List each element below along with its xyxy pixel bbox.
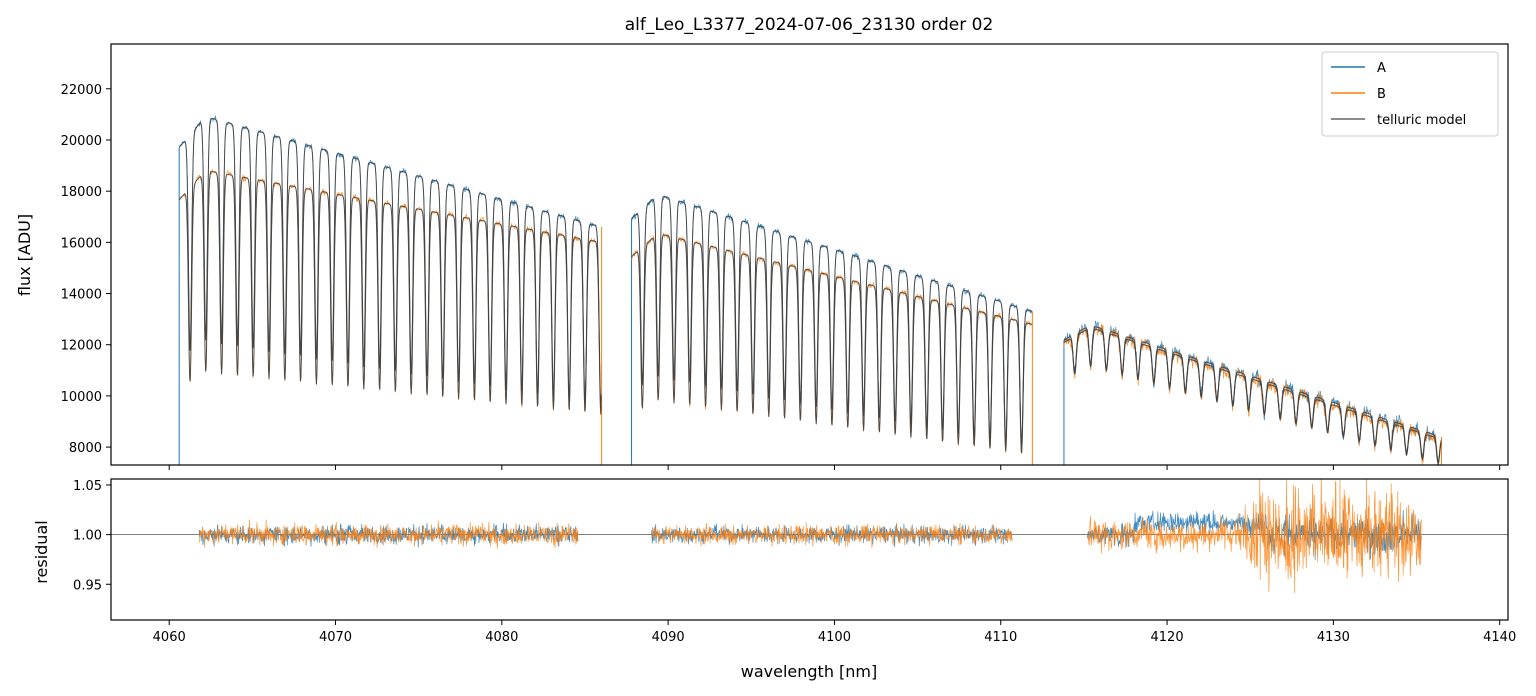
legend-label-b: B — [1377, 87, 1386, 102]
legend-label-telluric: telluric model — [1377, 113, 1466, 128]
residual-a-line — [651, 523, 1013, 548]
bottom-x-tick-label: 4080 — [485, 630, 518, 645]
top-axes-frame — [110, 43, 1509, 466]
top-y-ticks: 8000 10000 12000 14000 16000 18000 20000 22000 — [61, 83, 111, 456]
chart-title: alf_Leo_L3377_2024-07-06_23130 order 02 — [625, 15, 994, 35]
top-y-tick-label: 16000 — [61, 236, 102, 251]
telluric-model-line-a — [1063, 326, 1442, 464]
top-y-tick-label: 12000 — [61, 339, 102, 354]
bottom-x-tick-label: 4060 — [153, 630, 186, 645]
bottom-x-ticks: 4060 4070 4080 4090 4100 4110 4120 4130 4140 — [153, 620, 1516, 645]
bottom-x-tick-label: 4110 — [984, 630, 1017, 645]
bottom-x-tick-label: 4130 — [1317, 630, 1350, 645]
telluric-model-line-b — [1063, 328, 1442, 465]
telluric-model-line-a — [178, 118, 602, 406]
series-a-line — [1063, 320, 1442, 465]
bottom-x-tick-label: 4120 — [1151, 630, 1184, 645]
bottom-y-tick-label: 1.05 — [73, 479, 102, 494]
residual-b-line — [651, 522, 1013, 549]
x-axis-label: wavelength [nm] — [741, 662, 878, 681]
top-y-tick-label: 10000 — [61, 390, 102, 405]
bottom-y-axis-label: residual — [32, 520, 51, 583]
top-panel: 800010000120001400016000180002000022000 … — [15, 43, 1509, 470]
top-y-tick-label: 22000 — [61, 83, 102, 98]
bottom-x-tick-label: 4140 — [1483, 630, 1516, 645]
bottom-x-tick-label: 4100 — [818, 630, 851, 645]
bottom-panel: 4060 4070 4080 4090 4100 4110 4120 4130 4140 0.9… — [32, 478, 1516, 681]
bottom-y-ticks: 0.95 1.00 1.05 — [73, 479, 111, 593]
telluric-model-line-b — [631, 234, 1033, 454]
bottom-plot-area — [111, 479, 1508, 594]
bottom-axes-frame — [110, 478, 1509, 621]
top-y-tick-label: 8000 — [69, 441, 102, 456]
residual-b-line — [198, 519, 579, 549]
residual-b-line — [1086, 479, 1422, 594]
top-x-ticks — [168, 465, 1501, 470]
top-y-tick-label: 14000 — [61, 288, 102, 303]
bottom-x-tick-label: 4090 — [652, 630, 685, 645]
top-y-axis-label: flux [ADU] — [15, 214, 34, 296]
legend: A B telluric model — [1321, 51, 1499, 137]
bottom-y-tick-label: 1.00 — [73, 529, 102, 544]
series-b-line — [1063, 323, 1442, 465]
series-a-line — [178, 115, 602, 408]
top-y-tick-label: 18000 — [61, 185, 102, 200]
legend-box — [1321, 51, 1499, 137]
top-plot-area — [178, 115, 1442, 465]
legend-label-a: A — [1377, 61, 1386, 76]
bottom-y-tick-label: 0.95 — [73, 578, 102, 593]
telluric-model-line-a — [631, 195, 1033, 445]
bottom-x-tick-label: 4070 — [319, 630, 352, 645]
top-y-tick-label: 20000 — [61, 134, 102, 149]
telluric-model-line-b — [178, 171, 602, 415]
